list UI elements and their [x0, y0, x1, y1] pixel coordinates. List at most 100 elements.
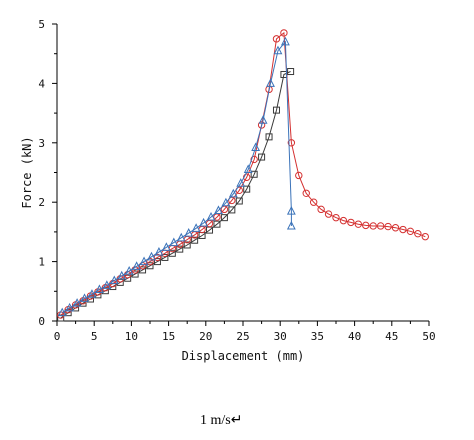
x-tick-label: 20 [199, 330, 212, 343]
series-circle [57, 29, 429, 319]
data-point [154, 247, 164, 256]
data-point [117, 270, 127, 280]
data-point [228, 188, 238, 198]
data-point [273, 45, 283, 55]
data-point [266, 78, 275, 87]
x-axis-title: Displacement (mm) [182, 349, 305, 363]
data-point [168, 249, 176, 257]
data-point [87, 289, 97, 298]
data-point [213, 220, 221, 228]
caption: 1 m/s↵ [200, 413, 243, 428]
data-point [257, 121, 266, 129]
data-point [258, 153, 266, 161]
data-point [72, 298, 82, 307]
data-point [302, 189, 310, 197]
data-point [183, 241, 191, 249]
series-line [61, 40, 292, 314]
data-point [220, 214, 228, 222]
y-tick-label: 2 [38, 196, 45, 209]
data-point [376, 222, 385, 230]
data-point [362, 221, 370, 230]
data-point [287, 139, 296, 147]
data-point [65, 302, 75, 312]
data-point [228, 206, 236, 214]
data-point [132, 261, 142, 270]
data-point [184, 227, 194, 237]
data-point [199, 217, 208, 227]
data-point [265, 133, 273, 141]
data-point [332, 213, 340, 222]
data-point [421, 232, 429, 241]
data-point [139, 266, 147, 274]
y-tick-label: 3 [38, 137, 45, 150]
data-point [391, 224, 400, 232]
data-point [102, 280, 112, 289]
x-tick-label: 45 [385, 330, 398, 343]
data-point [146, 262, 154, 270]
x-tick-label: 10 [125, 330, 138, 343]
y-tick-label: 0 [38, 315, 45, 328]
data-point [369, 222, 377, 230]
data-point [191, 223, 201, 232]
data-point [146, 257, 154, 266]
data-point [309, 198, 318, 206]
data-point [124, 266, 134, 275]
data-point [206, 211, 216, 221]
x-tick-label: 5 [91, 330, 98, 343]
series-square [57, 68, 295, 322]
data-point [139, 256, 149, 266]
data-point [295, 171, 303, 180]
data-point [324, 210, 333, 218]
data-point [384, 222, 392, 231]
data-point [169, 237, 179, 247]
data-point [243, 164, 253, 174]
data-point [57, 307, 67, 317]
series-line [60, 31, 426, 316]
x-tick-label: 35 [311, 330, 324, 343]
data-point [176, 245, 184, 253]
data-point [236, 178, 246, 187]
data-point [347, 218, 355, 227]
data-point [153, 258, 161, 266]
data-point [250, 155, 258, 164]
data-point [406, 227, 415, 236]
data-point [214, 205, 223, 215]
data-point [399, 225, 407, 234]
data-point [79, 299, 87, 307]
y-tick-label: 1 [38, 256, 45, 269]
data-point [272, 106, 280, 114]
data-point [176, 232, 186, 242]
plot-area [57, 29, 429, 322]
x-tick-label: 15 [162, 330, 175, 343]
data-point [286, 220, 296, 230]
x-tick-label: 25 [236, 330, 249, 343]
series-triangle [57, 36, 296, 317]
y-tick-label: 4 [38, 77, 45, 90]
data-point [80, 293, 89, 302]
data-point [280, 29, 288, 37]
x-tick-label: 0 [54, 330, 61, 343]
data-point [250, 170, 258, 178]
data-point [94, 284, 104, 294]
data-point [243, 185, 251, 193]
data-point [221, 197, 231, 207]
data-point [161, 242, 171, 251]
data-point [414, 229, 422, 238]
data-point [147, 251, 156, 261]
data-point [280, 36, 290, 46]
data-point [161, 253, 169, 261]
series-line [60, 71, 291, 319]
x-tick-label: 30 [274, 330, 287, 343]
x-tick-label: 50 [422, 330, 435, 343]
data-point [235, 197, 243, 205]
y-tick-label: 5 [38, 18, 45, 31]
x-tick-label: 40 [348, 330, 361, 343]
data-point [287, 68, 295, 76]
data-point [354, 220, 363, 228]
y-axis-title: Force (kN) [20, 136, 34, 208]
data-point [339, 216, 348, 225]
data-point [258, 115, 268, 124]
data-point [272, 35, 281, 43]
data-point [317, 205, 325, 214]
